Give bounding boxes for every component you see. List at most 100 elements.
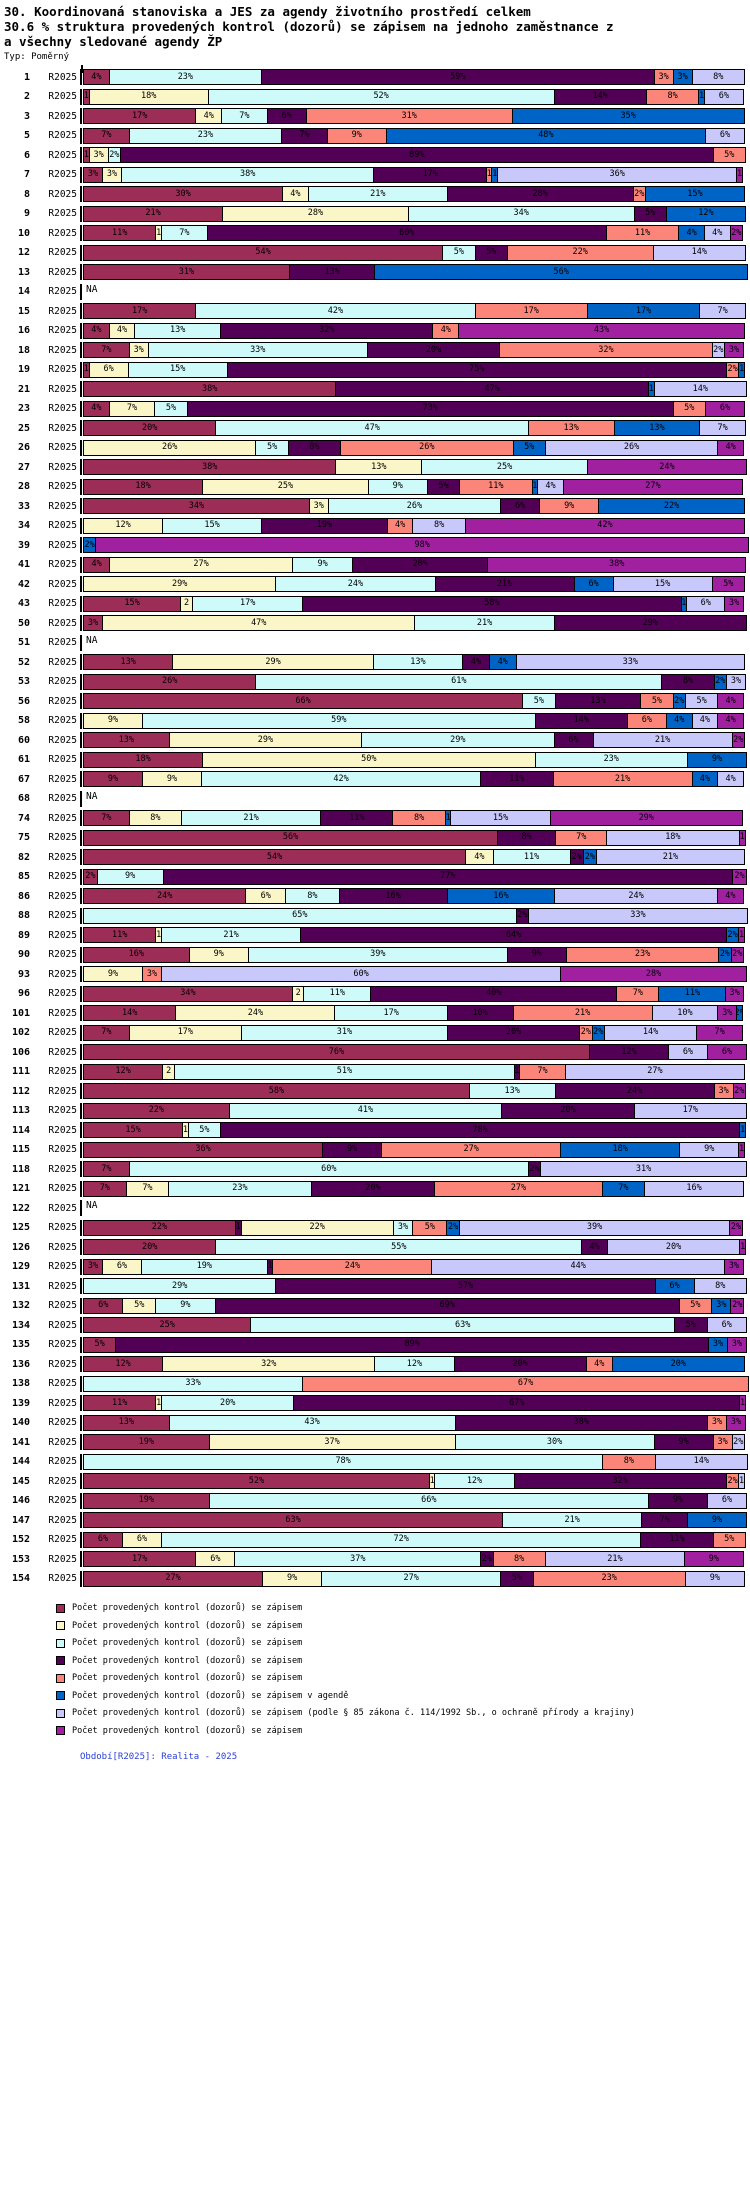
bar-segment[interactable]: 22% [83,1102,230,1119]
stacked-bar[interactable]: 9% 9% 42% 11% 21% 4% 4% [83,771,750,787]
stacked-bar[interactable]: 29% 57% 6% 8% [83,1278,750,1294]
bar-segment[interactable]: 24% [83,888,247,904]
bar-segment[interactable]: 21% [502,1512,643,1528]
bar-segment[interactable]: 43% [458,322,745,339]
bar-segment[interactable]: 69% [214,1297,680,1314]
bar-segment[interactable]: 4% [581,1239,608,1255]
bar-segment[interactable]: 23% [128,127,283,144]
bar-segment[interactable]: 67% [302,1375,749,1392]
bar-segment[interactable]: 27% [564,1063,745,1080]
bar-segment[interactable]: 20% [310,1180,436,1197]
bar-segment[interactable]: 22% [598,498,745,514]
bar-segment[interactable]: 5% [522,693,556,709]
bar-segment[interactable]: 11% [83,225,157,241]
bar-segment[interactable]: 58% [302,595,682,612]
bar-segment[interactable]: 60% [128,1161,529,1177]
bar-segment[interactable]: 9% [262,1570,323,1587]
bar-segment[interactable]: 7% [519,1063,566,1080]
legend-item[interactable]: Počet provedených kontrol (dozorů) se zá… [56,1671,750,1686]
bar-segment[interactable]: 9% [679,1141,740,1158]
bar-segment[interactable]: 1 [739,1395,746,1411]
bar-segment[interactable]: 3% [88,147,109,163]
bar-segment[interactable]: 14% [654,1453,748,1470]
bar-segment[interactable]: 89% [115,1336,709,1353]
bar-segment[interactable]: 32% [513,1473,727,1489]
bar-segment[interactable]: 16% [644,1180,744,1197]
bar-segment[interactable]: 7% [281,127,328,144]
bar-segment[interactable]: 17% [586,303,701,319]
bar-segment[interactable]: 33% [147,342,368,358]
bar-segment[interactable]: 5% [712,147,746,163]
bar-segment[interactable]: 73% [186,400,674,417]
bar-segment[interactable]: 25% [83,1317,252,1333]
bar-segment[interactable]: 2% [736,1005,743,1021]
legend-item[interactable]: Počet provedených kontrol (dozorů) se zá… [56,1706,750,1721]
bar-segment[interactable]: 6% [667,1044,708,1060]
bar-segment[interactable]: 38% [121,166,375,183]
bar-segment[interactable]: 57% [275,1278,656,1294]
bar-segment[interactable]: 14% [652,244,746,261]
bar-segment[interactable]: 8% [392,810,446,826]
bar-segment[interactable]: 7% [83,127,130,144]
stacked-bar[interactable]: 20% 47% 13% 13% 7% [83,420,750,436]
bar-segment[interactable]: 19% [83,1434,210,1450]
bar-segment[interactable]: 6% [706,1317,747,1333]
bar-segment[interactable]: 21% [83,205,224,222]
bar-segment[interactable]: 6% [102,1258,143,1275]
bar-segment[interactable]: 8% [497,829,557,846]
bar-segment[interactable]: 17% [128,1024,243,1041]
stacked-bar[interactable]: 4% 7% 5% 73% 5% 6% [83,400,750,417]
bar-segment[interactable]: 17% [192,595,304,612]
bar-segment[interactable]: 4% [691,712,719,729]
bar-segment[interactable]: 9% [683,1551,744,1567]
bar-segment[interactable]: 6% [706,1044,747,1060]
bar-segment[interactable]: 32% [162,1356,376,1372]
bar-segment[interactable]: 42% [195,303,476,319]
bar-segment[interactable]: 9% [684,1570,745,1587]
bar-segment[interactable]: 3% [717,1005,738,1021]
bar-segment[interactable]: 75% [226,361,727,378]
bar-segment[interactable]: 5% [672,400,706,417]
bar-segment[interactable]: 60% [206,225,607,241]
bar-segment[interactable]: 13% [372,654,464,670]
bar-segment[interactable]: 44% [431,1258,725,1275]
bar-segment[interactable]: 2% [672,693,686,709]
stacked-bar[interactable]: 13% 43% 38% 3% 3% [83,1414,750,1431]
bar-segment[interactable]: 20% [606,1239,741,1255]
bar-segment[interactable]: 58% [83,1083,470,1099]
bar-segment[interactable]: 21% [161,927,302,943]
bar-segment[interactable]: 13% [83,654,174,670]
bar-segment[interactable]: 6% [573,576,614,592]
bar-segment[interactable]: 30% [454,1434,655,1450]
stacked-bar[interactable]: 24% 6% 8% 16% 16% 24% 4% [83,888,750,904]
bar-segment[interactable]: 6% [703,88,744,105]
bar-segment[interactable]: 14% [83,1005,177,1021]
bar-segment[interactable]: 29% [361,732,555,748]
bar-segment[interactable]: 9% [506,946,567,963]
stacked-bar[interactable]: 7% 23% 7% 9% 48% 6% [83,127,750,144]
bar-segment[interactable]: 8% [661,673,715,690]
bar-segment[interactable]: 3% [653,69,674,85]
bar-segment[interactable]: 5% [711,576,745,592]
stacked-bar[interactable]: 4% 27% 9% 20% 38% [83,556,750,573]
bar-segment[interactable]: 5% [474,244,508,261]
bar-segment[interactable]: 1 [738,927,745,943]
stacked-bar[interactable]: 3% 6% 19% 1 24% 44% 3% [83,1258,750,1275]
bar-segment[interactable]: 11% [480,771,554,787]
bar-segment[interactable]: 5% [633,205,667,222]
bar-segment[interactable]: 5% [255,439,289,456]
bar-segment[interactable]: 2% [591,1024,605,1041]
bar-segment[interactable]: 2% [515,907,529,924]
bar-segment[interactable]: 31% [83,264,290,280]
stacked-bar[interactable]: 1 18% 52% 14% 8% 1 6% [83,88,750,105]
bar-segment[interactable]: 28% [222,205,409,222]
bar-segment[interactable]: 14% [603,1024,698,1041]
stacked-bar[interactable]: 12% 2 51% 1 7% 27% [83,1063,750,1080]
bar-segment[interactable]: 11% [83,1395,157,1411]
bar-segment[interactable]: 4% [716,888,744,904]
bar-segment[interactable]: 20% [352,556,489,573]
bar-segment[interactable]: 1 [739,1122,746,1138]
bar-segment[interactable]: 38% [83,459,337,475]
stacked-bar[interactable]: 12% 32% 12% 20% 4% 20% [83,1356,750,1372]
stacked-bar[interactable]: 12% 15% 19% 4% 8% 42% [83,517,750,534]
